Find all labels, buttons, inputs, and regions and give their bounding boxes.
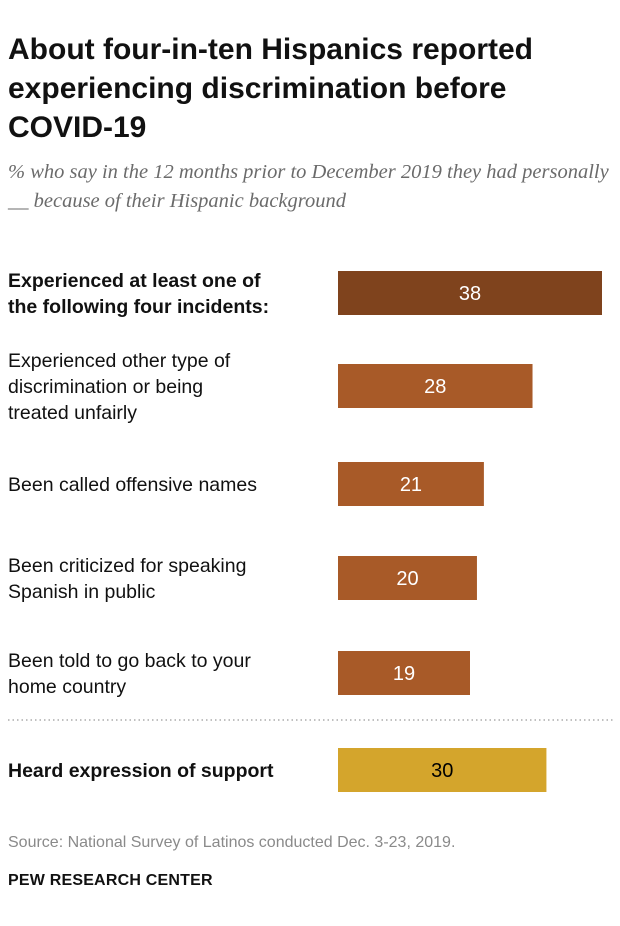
bar-value-label: 28 (424, 376, 446, 398)
bar (338, 462, 484, 506)
category-label: Been criticized for speaking Spanish in p… (8, 555, 246, 603)
category-label: Been told to go back to your home country (8, 650, 251, 698)
chart-title: About four-in-ten Hispanics reported exp… (8, 33, 533, 144)
bar-value-label: 19 (393, 663, 415, 685)
bar-value-label: 20 (396, 568, 418, 590)
bar (338, 651, 470, 695)
category-label: Been called offensive names (8, 474, 257, 496)
bar-value-label: 30 (431, 760, 453, 782)
pew-credit: PEW RESEARCH CENTER (8, 872, 213, 889)
chart-subtitle: % who say in the 12 months prior to Dece… (8, 161, 609, 212)
category-label: Experienced at least one of the following… (8, 270, 269, 318)
category-label: Heard expression of support (8, 760, 274, 782)
bar-value-label: 38 (459, 283, 481, 305)
bar (338, 556, 477, 600)
bar (338, 271, 602, 315)
bar (338, 748, 547, 792)
bar-value-label: 21 (400, 474, 422, 496)
category-label: Experienced other type of discrimination … (8, 350, 231, 424)
source-note: Source: National Survey of Latinos condu… (8, 834, 456, 851)
bar (338, 364, 533, 408)
